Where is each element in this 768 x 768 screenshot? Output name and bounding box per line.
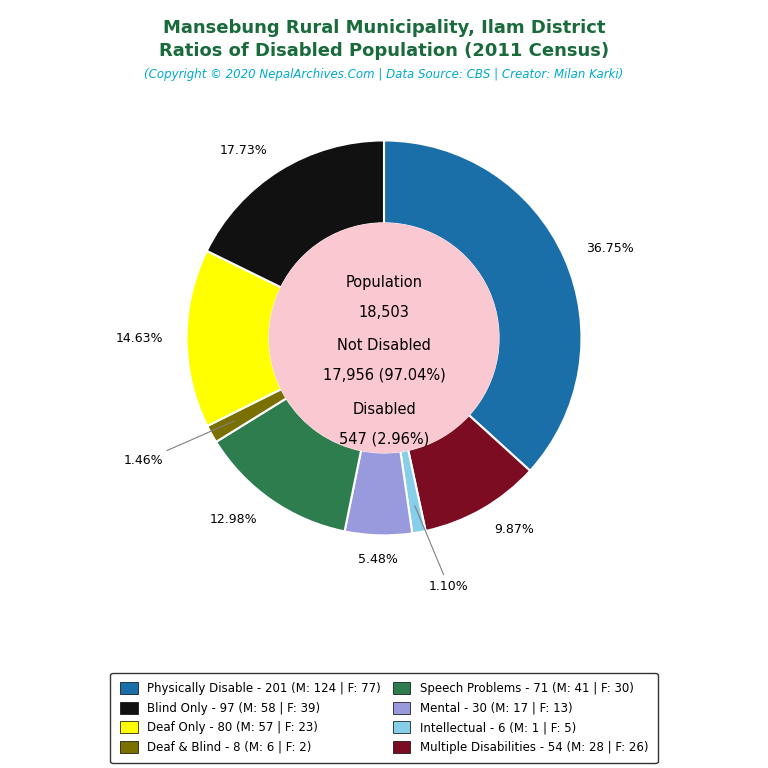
Wedge shape xyxy=(207,389,286,442)
Wedge shape xyxy=(345,450,412,535)
Wedge shape xyxy=(384,141,581,471)
Text: 5.48%: 5.48% xyxy=(358,552,398,565)
Text: 1.46%: 1.46% xyxy=(124,421,235,468)
Text: Population: Population xyxy=(346,275,422,290)
Text: Mansebung Rural Municipality, Ilam District: Mansebung Rural Municipality, Ilam Distr… xyxy=(163,19,605,37)
Text: 14.63%: 14.63% xyxy=(115,332,163,345)
Text: 547 (2.96%): 547 (2.96%) xyxy=(339,431,429,446)
Text: (Copyright © 2020 NepalArchives.Com | Data Source: CBS | Creator: Milan Karki): (Copyright © 2020 NepalArchives.Com | Da… xyxy=(144,68,624,81)
Wedge shape xyxy=(187,251,282,426)
Legend: Physically Disable - 201 (M: 124 | F: 77), Blind Only - 97 (M: 58 | F: 39), Deaf: Physically Disable - 201 (M: 124 | F: 77… xyxy=(111,673,657,763)
Wedge shape xyxy=(216,398,361,531)
Wedge shape xyxy=(408,415,530,531)
Text: Ratios of Disabled Population (2011 Census): Ratios of Disabled Population (2011 Cens… xyxy=(159,42,609,60)
Text: 17.73%: 17.73% xyxy=(220,144,267,157)
Text: Not Disabled: Not Disabled xyxy=(337,339,431,353)
Text: 36.75%: 36.75% xyxy=(586,242,634,255)
Text: 1.10%: 1.10% xyxy=(415,505,468,593)
Text: Disabled: Disabled xyxy=(352,402,416,416)
Text: 18,503: 18,503 xyxy=(359,305,409,319)
Wedge shape xyxy=(400,450,425,533)
Text: 12.98%: 12.98% xyxy=(210,513,257,526)
Text: 17,956 (97.04%): 17,956 (97.04%) xyxy=(323,368,445,383)
Wedge shape xyxy=(207,141,384,287)
Text: 9.87%: 9.87% xyxy=(495,523,535,536)
Circle shape xyxy=(270,223,498,452)
